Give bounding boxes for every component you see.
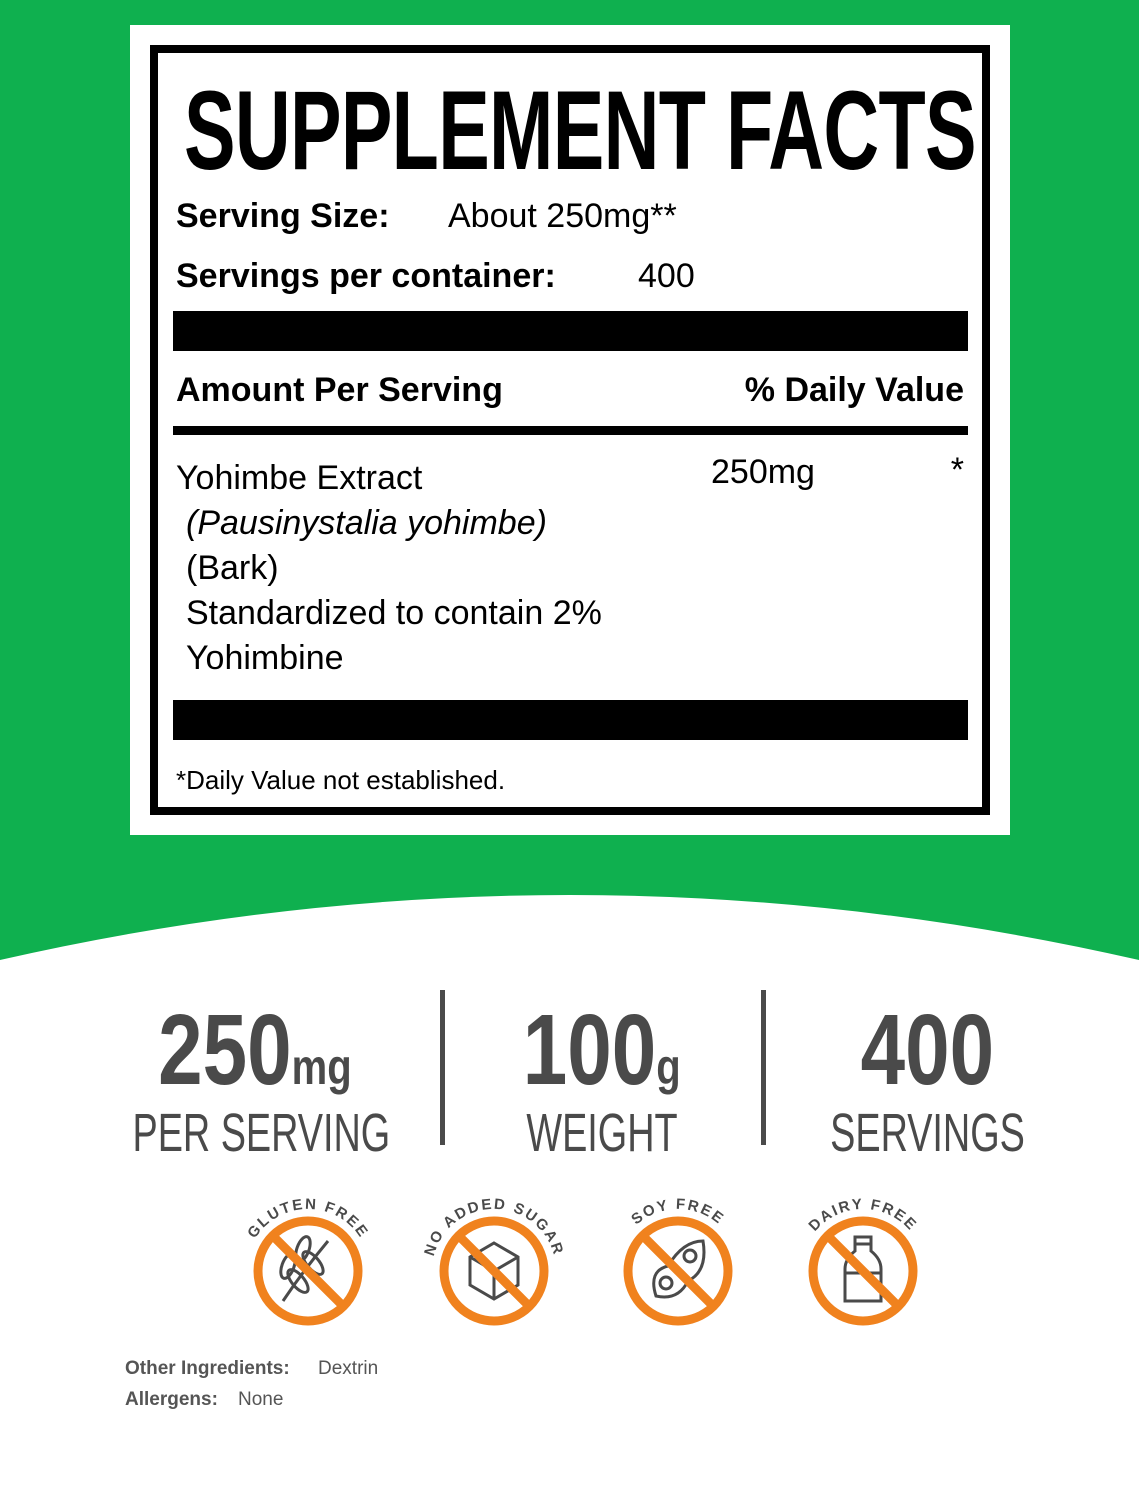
serving-size-value: About 250mg**: [448, 197, 677, 235]
ingredient-standardized-2: Yohimbine: [186, 639, 344, 677]
thick-divider-bottom: [173, 700, 968, 740]
badge-no-added-sugar: NO ADDED SUGAR: [414, 1190, 574, 1340]
stat-label: SERVINGS: [830, 1103, 1025, 1163]
ingredient-latin: (Pausinystalia yohimbe): [186, 504, 547, 542]
stat-number: 250mg: [158, 1000, 351, 1100]
ingredient-name: Yohimbe Extract: [176, 459, 423, 497]
prohibited-icon: [439, 1216, 549, 1326]
stat-label: PER SERVING: [132, 1103, 391, 1163]
amount-header: Amount Per Serving: [176, 371, 503, 409]
stat-value: 100: [523, 994, 657, 1106]
stat-label: WEIGHT: [526, 1103, 678, 1163]
prohibited-icon: [253, 1216, 363, 1326]
badge-dairy-free: DAIRY FREE: [783, 1190, 943, 1340]
supplement-facts-panel: SUPPLEMENT FACTS Serving Size: About 250…: [130, 25, 1010, 835]
prohibited-slash: [824, 1232, 902, 1310]
prohibited-slash: [455, 1232, 533, 1310]
serving-size-label: Serving Size:: [176, 197, 390, 235]
servings-label: Servings per container:: [176, 257, 556, 295]
badge-gluten-free: GLUTEN FREE: [228, 1190, 388, 1340]
stat-divider: [761, 990, 766, 1145]
badge-label: NO ADDED SUGAR: [421, 1196, 567, 1258]
badge-label: DAIRY FREE: [805, 1196, 920, 1235]
stat-per-serving: 250mg PER SERVING: [80, 1000, 430, 1163]
stat-unit: g: [656, 1039, 681, 1095]
ingredient-amount: 250mg: [711, 453, 815, 491]
ingredient-standardized: Standardized to contain 2%: [186, 594, 602, 632]
dv-header: % Daily Value: [744, 371, 964, 409]
stat-number: 100g: [523, 1000, 681, 1100]
stat-divider: [440, 990, 445, 1145]
ingredient-dv: *: [950, 451, 964, 489]
stat-unit: mg: [291, 1039, 352, 1095]
stat-value: 250: [158, 994, 292, 1106]
servings-value: 400: [638, 257, 695, 295]
facts-title: SUPPLEMENT FACTS: [184, 68, 977, 193]
footnote: *Daily Value not established.: [176, 765, 506, 795]
prohibited-slash: [639, 1232, 717, 1310]
rule-divider: [173, 426, 968, 435]
prohibited-icon: [808, 1216, 918, 1326]
facts-frame: SUPPLEMENT FACTS Serving Size: About 250…: [150, 45, 990, 815]
prohibited-icon: [623, 1216, 733, 1326]
allergens-value: None: [238, 1389, 284, 1410]
stat-weight: 100g WEIGHT: [452, 1000, 752, 1163]
allergens-label: Allergens:: [125, 1389, 218, 1410]
stat-value: 400: [860, 994, 995, 1106]
ingredient-part: (Bark): [186, 549, 279, 587]
prohibited-slash: [269, 1232, 347, 1310]
stat-servings: 400 SERVINGS: [775, 1000, 1080, 1163]
badge-soy-free: SOY FREE: [598, 1190, 758, 1340]
other-ingredients-value: Dextrin: [318, 1358, 379, 1379]
soybean-icon: [652, 1239, 706, 1299]
thick-divider: [173, 311, 968, 351]
other-ingredients-label: Other Ingredients:: [125, 1358, 290, 1379]
stat-number: 400: [861, 1000, 994, 1100]
